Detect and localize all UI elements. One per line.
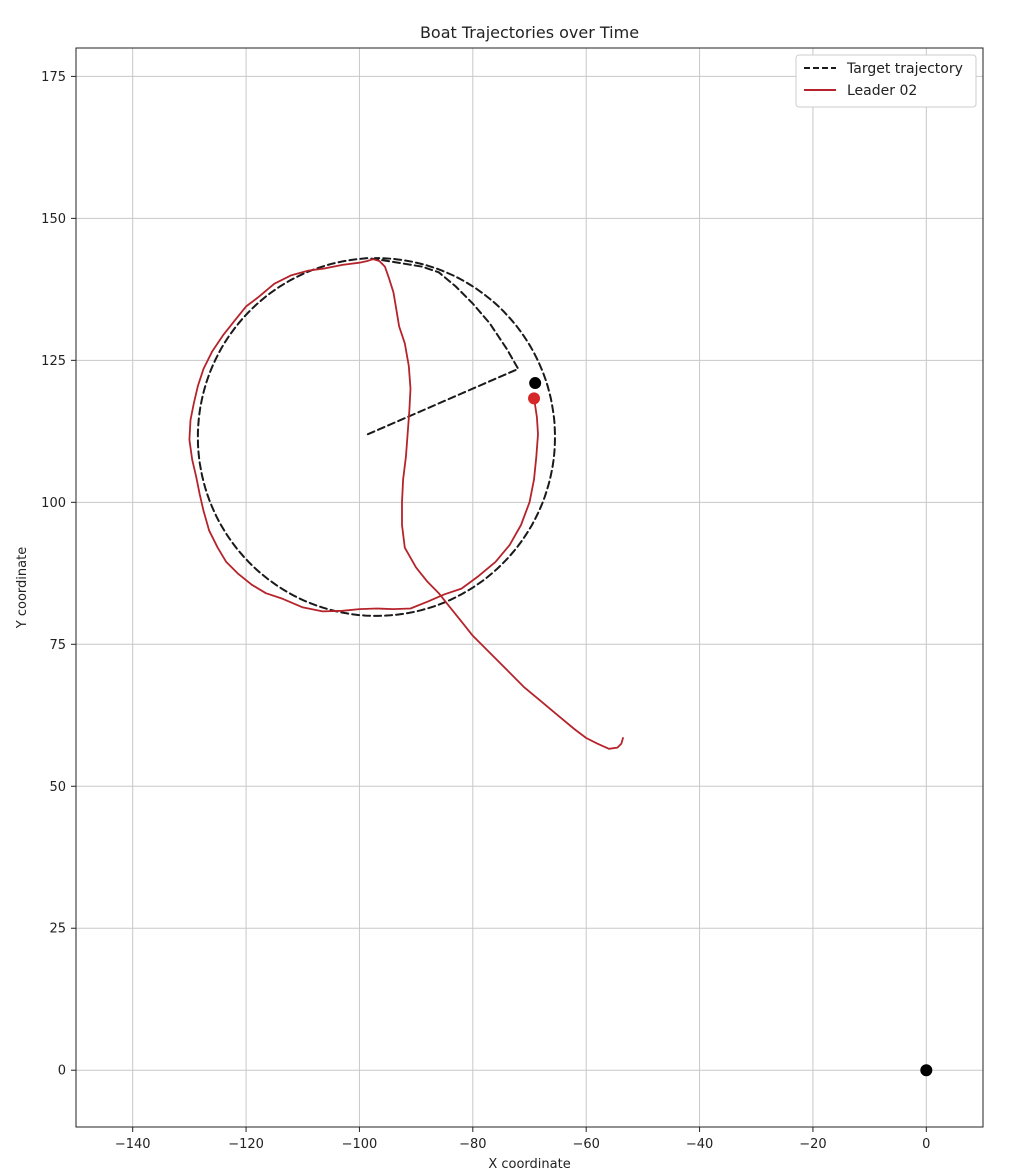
y-tick-label: 0: [58, 1064, 66, 1079]
x-tick-label: −100: [342, 1137, 378, 1152]
x-tick-label: −120: [228, 1137, 264, 1152]
grid: [76, 48, 983, 1127]
x-tick-label: −40: [686, 1137, 713, 1152]
x-tick-label: 0: [922, 1137, 930, 1152]
series-line-leader-02: [188, 258, 624, 750]
x-tick-label: −140: [115, 1137, 151, 1152]
y-tick-label: 25: [49, 922, 66, 937]
x-tick-label: −60: [572, 1137, 599, 1152]
legend-box: [795, 54, 977, 108]
y-tick-label: 150: [41, 212, 66, 227]
points-layer: [528, 377, 933, 1077]
legend-label-leader-02: Leader 02: [847, 83, 917, 99]
chart-title: Boat Trajectories over Time: [420, 23, 639, 42]
ticks: −140 −120 −100 −80 −60 −40 −20 0 0 25 50 75 100 125 15…: [41, 70, 930, 1152]
x-tick-label: −20: [799, 1137, 826, 1152]
y-tick-label: 50: [49, 780, 66, 795]
series-layer: [188, 257, 624, 750]
x-tick-label: −80: [459, 1137, 486, 1152]
y-axis-label: Y coordinate: [15, 547, 30, 629]
legend-label-target-trajectory: Target trajectory: [846, 61, 963, 77]
y-tick-label: 100: [41, 496, 66, 511]
position-marker: [920, 1064, 933, 1077]
y-tick-label: 75: [49, 638, 66, 653]
position-marker: [528, 392, 541, 405]
position-marker: [529, 377, 542, 390]
plot-frame: [75, 47, 984, 1128]
y-tick-label: 175: [41, 70, 66, 85]
series-line-target-trajectory: [196, 257, 556, 617]
y-tick-label: 125: [41, 354, 66, 369]
x-axis-label: X coordinate: [488, 1157, 570, 1170]
legend: Target trajectory Leader 02: [795, 54, 977, 108]
